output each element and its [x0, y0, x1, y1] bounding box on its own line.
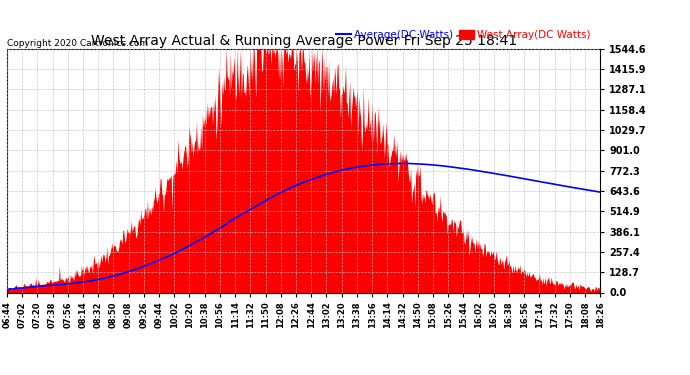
Title: West Array Actual & Running Average Power Fri Sep 25 18:41: West Array Actual & Running Average Powe…	[90, 34, 517, 48]
Text: Copyright 2020 Cartronics.com: Copyright 2020 Cartronics.com	[7, 39, 148, 48]
Legend: Average(DC Watts), West Array(DC Watts): Average(DC Watts), West Array(DC Watts)	[331, 26, 595, 44]
